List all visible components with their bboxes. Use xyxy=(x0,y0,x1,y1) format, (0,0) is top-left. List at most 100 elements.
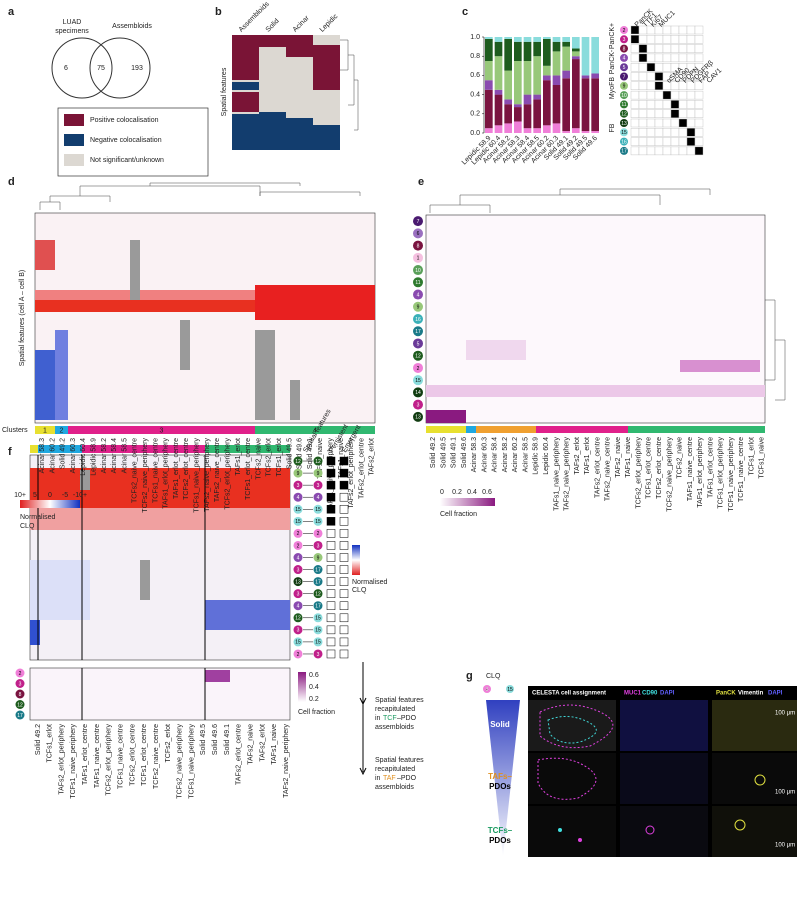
row-label: TAFs– xyxy=(488,772,512,781)
column-label: Lepidic 60.4 xyxy=(543,437,550,475)
cluster-label: 12 xyxy=(621,112,627,118)
marker-cell xyxy=(694,90,704,100)
arrow xyxy=(359,662,367,776)
persistent-box xyxy=(326,480,336,490)
row-label: 16 xyxy=(415,317,421,323)
marker-cell xyxy=(662,128,672,137)
column-label: TCFs1_erlot xyxy=(276,438,283,477)
row-label: 17 xyxy=(415,329,421,335)
emergent-box xyxy=(339,625,349,635)
row-label: 1 xyxy=(417,256,420,262)
column-label: TCFs2_erlot_periphery xyxy=(224,438,231,510)
pair-label-dot xyxy=(313,516,323,526)
marker-cell xyxy=(670,90,680,100)
pair-label-dot xyxy=(313,577,323,587)
pair-label: 12 xyxy=(295,616,301,622)
bar-segment xyxy=(591,131,599,133)
emergent-box xyxy=(339,577,349,586)
column-label: TCFs1_erlot_periphery xyxy=(718,437,725,509)
marker-cell xyxy=(654,146,664,156)
cluster-number: 2 xyxy=(60,427,64,434)
emergent-box xyxy=(339,529,349,538)
pair-label: 4 xyxy=(317,495,320,501)
marker-cell xyxy=(678,90,688,100)
cluster-number: 4 xyxy=(313,427,317,434)
column-label: TAFs2_naive_centre xyxy=(214,438,221,502)
column-label: Acinar 58.2 xyxy=(502,437,509,473)
marker-cell xyxy=(646,44,656,53)
colorbar-title: Normalised xyxy=(20,514,56,521)
bar-segment xyxy=(485,37,493,39)
marker-cell xyxy=(678,25,688,35)
legend-cluster-dot xyxy=(506,685,514,693)
row-label-dot xyxy=(413,265,423,276)
bar-segment xyxy=(485,80,493,90)
marker-cell xyxy=(662,44,672,53)
bar-segment xyxy=(523,41,532,61)
column-label: TCFs2_erlot xyxy=(165,724,172,763)
column-label: Acinar 58.4 xyxy=(111,438,118,474)
legend-label: Not significant/unknown xyxy=(90,157,164,164)
pair-label-dot xyxy=(293,553,303,562)
emergent-box xyxy=(339,589,349,598)
column-label: Solid xyxy=(265,18,281,34)
row-label: 15 xyxy=(415,378,421,384)
row-label-dot xyxy=(15,700,25,709)
bar-segment xyxy=(533,37,541,42)
colorbar-tick: 10+ xyxy=(14,492,26,499)
colorbar-title: CLQ xyxy=(20,523,35,530)
colorbar-tick: 0 xyxy=(440,489,444,496)
cluster-label: 10 xyxy=(621,93,627,99)
marker-cell xyxy=(686,118,696,128)
cell-block xyxy=(30,508,290,530)
colorbar-tick: 0.6 xyxy=(482,489,492,496)
marker-cell xyxy=(694,100,704,109)
marker-cell xyxy=(678,53,688,63)
cluster-bar xyxy=(35,426,55,434)
marker-cell xyxy=(670,118,680,128)
marker-cell xyxy=(654,81,664,91)
marker-cell xyxy=(646,35,656,44)
row-label-dot xyxy=(15,679,25,688)
marker-cell xyxy=(686,137,696,146)
marker-cell xyxy=(654,35,664,44)
row-label: 13 xyxy=(415,415,421,421)
outline xyxy=(537,757,597,800)
bar-segment xyxy=(485,38,493,61)
clq-triangle xyxy=(486,700,520,857)
cell-block xyxy=(466,340,526,360)
cell-block xyxy=(255,285,375,320)
bar-segment xyxy=(504,37,512,39)
persistent-box xyxy=(326,565,336,574)
pair-label-dot xyxy=(293,456,303,466)
y-tick-label: 0.4 xyxy=(470,91,480,98)
marker-cell xyxy=(694,53,704,63)
bar-segment xyxy=(514,121,522,133)
row-label-dot xyxy=(15,689,25,699)
marker-cell xyxy=(630,44,640,53)
row-label: 12 xyxy=(415,354,421,360)
bar-segment xyxy=(533,94,541,100)
venn-title: specimens xyxy=(55,28,89,35)
bar-segment xyxy=(552,51,561,76)
marker-cell xyxy=(670,146,680,156)
persistent-box xyxy=(326,649,336,659)
y-tick-label: 0.8 xyxy=(470,53,480,60)
pair-label: 3 xyxy=(297,592,300,598)
row-label: PDOs xyxy=(489,836,511,845)
cluster-bar xyxy=(82,445,205,453)
emergent-box xyxy=(339,480,349,490)
column-label: TAFs2_naive_periphery xyxy=(283,724,290,798)
note: –PDO xyxy=(397,775,417,782)
marker-cell xyxy=(630,109,640,118)
column-label: Lepidic 58.9 xyxy=(533,437,540,475)
pair-label-dot xyxy=(313,601,323,611)
pair-label-dot xyxy=(313,540,323,550)
pair-label: 17 xyxy=(315,579,321,585)
venn-right xyxy=(89,37,151,99)
cluster-label-dot xyxy=(620,72,628,81)
persistent-box xyxy=(326,577,336,586)
cluster-label-dot xyxy=(620,81,628,90)
legend-swatch xyxy=(64,154,84,166)
legend-swatch xyxy=(64,134,84,146)
